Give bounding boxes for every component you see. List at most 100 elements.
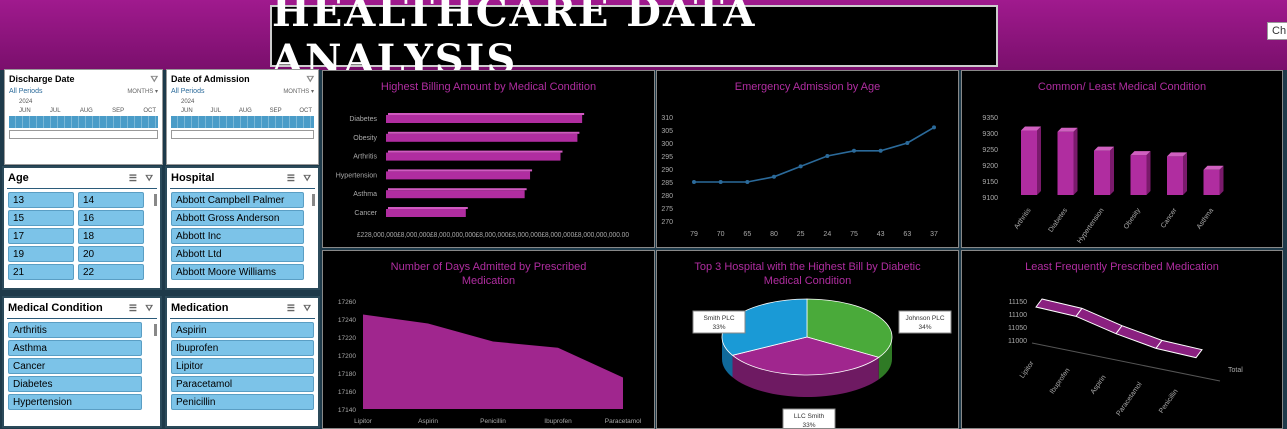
y-tick-label: 9250	[982, 147, 998, 154]
slicer-item[interactable]: Cancer	[8, 358, 142, 374]
bar-top	[388, 131, 580, 134]
slicer-item[interactable]: Abbott Ltd	[171, 246, 304, 262]
timeline-unit[interactable]: MONTHS ▾	[127, 89, 158, 95]
slicer-item[interactable]: Arthritis	[8, 322, 142, 338]
slicer-title: Medical Condition	[8, 302, 103, 314]
x-tick-label: Aspirin	[418, 418, 438, 425]
slicer-item[interactable]: Hypertension	[8, 394, 142, 410]
slicer-item[interactable]: Asthma	[8, 340, 142, 356]
slicer-item[interactable]: 14	[78, 192, 144, 208]
x-tick-label: 65	[743, 231, 751, 238]
slicer-title: Hospital	[171, 172, 215, 184]
multi-select-icon[interactable]: ☰ ⛛	[286, 302, 314, 313]
multi-select-icon[interactable]: ☰ ⛛	[128, 302, 156, 313]
column-top	[1167, 152, 1187, 157]
slicer-item[interactable]: Penicillin	[171, 394, 314, 410]
bar-top	[388, 207, 468, 209]
slicer-item[interactable]: Abbott Moore Williams	[171, 264, 304, 280]
data-label-box	[782, 408, 836, 428]
x-tick-labels: £228,000,000£8,000,000£8,000,000,000£8,0…	[357, 232, 629, 239]
slicer-scrollbar[interactable]	[312, 194, 315, 206]
timeline-bar[interactable]	[171, 116, 314, 128]
y-tick-label: 11100	[1009, 312, 1028, 319]
data-point	[798, 164, 803, 169]
slicer-item[interactable]: Abbott Inc	[171, 228, 304, 244]
billing-bar-chart: Diabetes Obesity Arthritis Hypertension Asth…	[336, 113, 629, 239]
x-tick-label: Obesity	[1123, 207, 1143, 231]
slicer-item[interactable]: 21	[8, 264, 74, 280]
timeline-scrollbar[interactable]	[171, 130, 314, 139]
timeline-year: 2024	[181, 99, 195, 105]
series-axis-label: Total	[1228, 367, 1243, 374]
y-tick-label: 17140	[338, 407, 356, 414]
slicer-item[interactable]: 16	[78, 210, 144, 226]
panel-common-least-condition: Common/ Least Medical Condition 9350 9300…	[961, 70, 1283, 248]
slicer-item[interactable]: Paracetamol	[171, 376, 314, 392]
x-tick-label: Asthma	[1196, 207, 1215, 231]
timeline-bar[interactable]	[9, 116, 158, 128]
slicer-medication: Medication ☰ ⛛ Aspirin Ibuprofen Lipitor Par…	[165, 296, 320, 428]
x-tick-label: 43	[877, 231, 885, 238]
slicer-item[interactable]: 19	[8, 246, 74, 262]
slicer-title: Age	[8, 172, 29, 184]
data-label-box	[898, 310, 952, 334]
column-side	[1110, 146, 1114, 195]
y-tick-label: 17220	[338, 335, 356, 342]
column-side	[1146, 151, 1151, 195]
data-label-value: 33%	[802, 422, 815, 428]
panel-least-medication: Least Frequently Prescribed Medication 1…	[961, 250, 1283, 429]
timeline-date-of-admission[interactable]: Date of Admission ⛛ All Periods MONTHS ▾ 2…	[166, 69, 319, 165]
column-top	[1203, 165, 1224, 170]
slicer-scrollbar[interactable]	[154, 324, 157, 336]
timeline-scrollbar[interactable]	[9, 130, 158, 139]
x-axis-line	[1031, 342, 1221, 382]
slicer-item[interactable]: Lipitor	[171, 358, 314, 374]
panel-billing-by-condition: Highest Billing Amount by Medical Condit…	[322, 70, 655, 248]
timeline-unit[interactable]: MONTHS ▾	[283, 89, 314, 95]
multi-select-icon[interactable]: ☰ ⛛	[286, 172, 314, 183]
column-side	[1219, 165, 1224, 195]
y-tick-label: 9300	[982, 131, 998, 138]
x-tick-label: 80	[770, 231, 778, 238]
slicer-item[interactable]: Abbott Campbell Palmer	[171, 192, 304, 208]
y-tick-label: 17260	[338, 299, 356, 306]
slicer-item[interactable]: Diabetes	[8, 376, 142, 392]
x-tick-label: Arthritis	[1013, 207, 1033, 231]
days-area-chart: 17260 17240 17220 17200 17180 17160 17140 Lipit…	[338, 299, 642, 425]
column-side	[1037, 126, 1041, 195]
clear-filter-icon[interactable]: ⛛	[150, 74, 158, 84]
multi-select-icon[interactable]: ☰ ⛛	[128, 172, 156, 183]
chart-button[interactable]: Ch	[1267, 22, 1287, 40]
column-bar	[1094, 150, 1110, 195]
slicer-item[interactable]: Abbott Gross Anderson	[171, 210, 304, 226]
chart-title: Highest Billing Amount by Medical Condit…	[380, 81, 597, 93]
data-point	[718, 180, 723, 184]
column-bar	[1203, 169, 1220, 195]
y-tick-label: 275	[661, 206, 673, 213]
slicer-item[interactable]: Ibuprofen	[171, 340, 314, 356]
data-point	[745, 180, 750, 184]
slicer-item[interactable]: 18	[78, 228, 144, 244]
data-point	[852, 148, 856, 153]
area-series	[363, 314, 623, 409]
slicer-item[interactable]: 15	[8, 210, 74, 226]
x-tick-label: Paracetamol	[1115, 381, 1144, 418]
slicer-item[interactable]: 17	[8, 228, 74, 244]
slicer-item[interactable]: Aspirin	[171, 322, 314, 338]
timeline-discharge-date[interactable]: Discharge Date ⛛ All Periods MONTHS ▾ 2024…	[4, 69, 163, 165]
slicer-item[interactable]: 22	[78, 264, 144, 280]
x-tick-label: 70	[717, 231, 725, 238]
x-tick-label: Hypertension	[1076, 207, 1105, 245]
panel-top3-hospital: Top 3 Hospital with the Highest Bill by …	[656, 250, 959, 429]
slicer-item[interactable]: 13	[8, 192, 74, 208]
y-tick-label: 300	[661, 141, 673, 148]
slicer-title: Medication	[171, 302, 229, 314]
clear-filter-icon[interactable]: ⛛	[306, 74, 314, 84]
data-label-name: Smith PLC	[703, 315, 734, 322]
slicer-scrollbar[interactable]	[154, 194, 157, 206]
y-tick-label: 17200	[338, 353, 356, 360]
slicer-item[interactable]: 20	[78, 246, 144, 262]
column-top	[1130, 151, 1151, 156]
timeline-period: All Periods	[171, 88, 205, 95]
column-top	[1094, 146, 1114, 151]
